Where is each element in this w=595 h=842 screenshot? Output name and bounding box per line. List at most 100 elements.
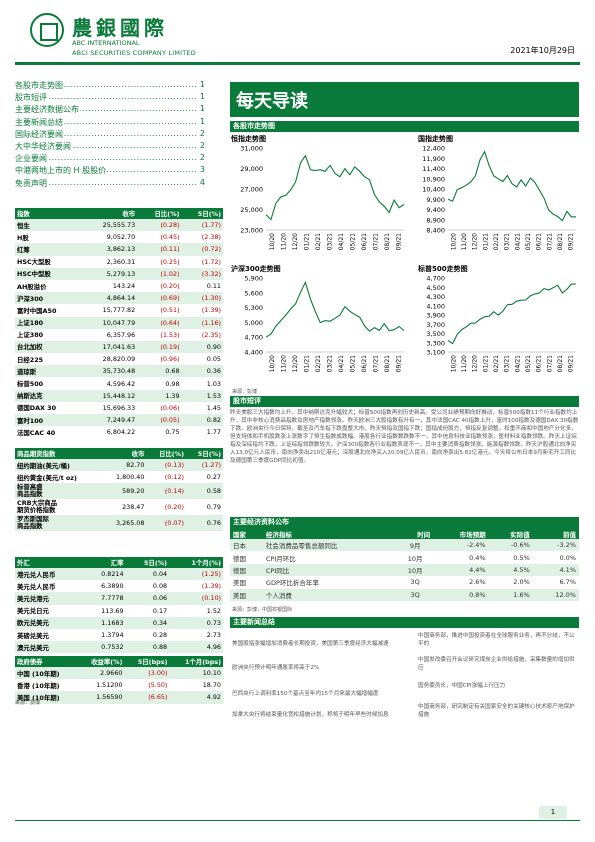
- table-cell: 3Q: [397, 588, 434, 601]
- table-cell: 35,730.48: [81, 365, 138, 378]
- x-tick-label: 02/21: [493, 233, 500, 250]
- table-cell: (5.50): [148, 681, 168, 690]
- column-header: 时间: [397, 528, 434, 539]
- toc-item[interactable]: ........................................…: [15, 116, 205, 129]
- toc-item[interactable]: ........................................…: [15, 140, 205, 153]
- table-row: 恒生 25,555.73 (0.28) (1.77): [15, 219, 223, 232]
- table-cell: CRB大宗商品 期货价格指数: [17, 499, 58, 515]
- toc-dots: ........................................…: [15, 177, 197, 187]
- toc-item[interactable]: ........................................…: [15, 92, 205, 104]
- column-header: 5日(bps): [124, 656, 170, 667]
- x-tick-label: 10/20: [269, 355, 276, 372]
- toc-page: 1: [199, 80, 205, 89]
- table-cell: 2.0%: [513, 578, 530, 587]
- table-header-row: 国家 经济指标 时间 市场预期 实际值 前值: [230, 528, 579, 539]
- toc-dots: ........................................…: [15, 153, 197, 163]
- table-cell: CPI同比: [262, 563, 398, 577]
- table-cell: 10月: [407, 554, 423, 563]
- x-tick-label: 07/21: [546, 233, 553, 250]
- y-tick-label: 4,700: [426, 275, 445, 283]
- y-tick-label: 3,300: [426, 339, 445, 347]
- y-tick-label: 12,400: [422, 145, 445, 153]
- y-tick-label: 9,900: [426, 196, 445, 204]
- toc-dots: ........................................…: [15, 104, 197, 114]
- table-row: 法国CAC 40 6,804.22 0.75 1.77: [15, 426, 223, 438]
- y-tick-label: 5,900: [244, 275, 263, 283]
- y-tick-label: 5,600: [244, 289, 263, 297]
- table-cell: 法国CAC 40: [17, 428, 56, 437]
- y-tick-label: 4,500: [426, 284, 445, 292]
- toc-label: 股市短评: [15, 93, 48, 103]
- table-cell: HSC大型股: [17, 258, 51, 267]
- table-cell: 纽约期油(美元/桶): [15, 459, 103, 472]
- x-tick-label: 03/21: [326, 233, 333, 250]
- toc-item[interactable]: ........................................…: [15, 153, 205, 165]
- chart-title-sp500: 标普500走势图: [418, 265, 468, 273]
- toc-item[interactable]: ........................................…: [15, 165, 205, 177]
- table-row: 道琼斯 35,730.48 0.68 0.36: [15, 365, 223, 378]
- chart-title-csi300: 沪深300走势图: [231, 265, 281, 273]
- table-cell: (1.39): [201, 306, 221, 315]
- y-tick-label: 10,400: [422, 186, 445, 194]
- table-cell: 1.03: [206, 379, 221, 388]
- y-tick-label: 5,000: [244, 319, 263, 327]
- table-cell: 6,804.22: [106, 428, 136, 437]
- table-cell: 0.88: [125, 641, 170, 654]
- table-cell: (0.11): [137, 243, 182, 256]
- table-row: 台北加权 17,041.63 (0.19) 0.90: [15, 340, 223, 354]
- column-header: 日比(%): [146, 448, 187, 459]
- table-cell: 0.98: [165, 379, 180, 388]
- x-tick-label: 01/21: [303, 355, 310, 372]
- table-cell: (1.25): [169, 568, 223, 581]
- table-cell: 罗杰斯国际 商品指数: [15, 515, 103, 532]
- table-cell: 纳斯达克: [15, 389, 82, 402]
- toc-label: 主要经济数据公布: [15, 105, 80, 115]
- table-cell: 0.36: [181, 365, 223, 378]
- x-tick-label: 12/20: [292, 355, 299, 372]
- column-header: 收益率(%): [77, 656, 125, 667]
- table-cell: 0.82: [181, 414, 223, 427]
- indices-table: 指数 收市 日比(%) 5日(%) 恒生 25,555.73 (0.28) (1.77) H股 9…: [15, 208, 223, 438]
- toc-item[interactable]: ........................................…: [15, 104, 205, 116]
- y-tick-label: 9,400: [426, 206, 445, 214]
- table-row: 富时中国A50 15,777.82 (0.51) (1.39): [15, 304, 223, 316]
- table-cell: (0.28): [137, 219, 182, 232]
- table-cell: (0.05): [137, 414, 182, 427]
- x-tick-label: 09/21: [568, 233, 575, 250]
- toc-page: 3: [199, 165, 205, 175]
- table-cell: (1.77): [181, 219, 223, 232]
- table-cell: 4.92: [169, 691, 223, 704]
- toc-item[interactable]: ........................................…: [15, 128, 205, 141]
- x-tick-label: 09/21: [395, 355, 402, 372]
- report-date: 2021年10月29日: [510, 46, 575, 55]
- table-cell: 1.45: [206, 403, 221, 412]
- table-cell: CPI月环比: [265, 554, 296, 563]
- table-row: 德国 CPI同比 10月 4.4% 4.5% 4.1%: [230, 563, 579, 577]
- table-cell: 1.77: [206, 428, 221, 437]
- table-cell: (0.14): [146, 483, 187, 500]
- table-cell: 澳元兑美元: [15, 641, 84, 654]
- chart-csi300: 5,900 5,600 5,300 5,000 4,700 4,400 10/20 11/20…: [244, 275, 405, 372]
- table-row: 德国 CPI月环比 10月 0.4% 0.5% 0.0%: [230, 551, 579, 563]
- table-cell: 0.90: [181, 340, 223, 354]
- news-item: 加拿大央行将结束量化宽松措施计划，称将于明年早些时候加息: [232, 712, 389, 718]
- table-row: HSC中型股 5,279.13 (1.02) (3.32): [15, 267, 223, 280]
- table-row: 罗杰斯国际 商品指数 3,265.08 (0.07) 0.76: [15, 515, 223, 532]
- table-cell: 15,448.12: [81, 389, 138, 402]
- toc-item[interactable]: ........................................…: [15, 177, 205, 190]
- table-cell: 25,555.73: [81, 219, 138, 232]
- x-tick-label: 05/21: [525, 355, 532, 372]
- table-cell: (0.10): [169, 592, 223, 605]
- table-header-row: 指数 收市 日比(%) 5日(%): [15, 208, 223, 219]
- x-tick-label: 04/21: [514, 233, 521, 250]
- x-tick-label: 11/20: [280, 355, 287, 372]
- table-cell: 恒生: [15, 219, 82, 232]
- toc-label: 主要新闻总结: [15, 117, 64, 127]
- x-tick-label: 01/21: [482, 233, 489, 250]
- toc-item[interactable]: ........................................…: [15, 80, 205, 92]
- fx-table: 外汇 汇率 5日(%) 1个月(%) 港元兑人民币 0.8214 0.04 (1.25) 美元兑…: [15, 557, 223, 654]
- x-tick-label: 06/21: [361, 355, 368, 372]
- table-cell: 1.1683: [83, 616, 126, 629]
- column-header: 收市: [81, 208, 138, 219]
- table-row: HSC大型股 2,360.31 (0.25) (1.72): [15, 256, 223, 268]
